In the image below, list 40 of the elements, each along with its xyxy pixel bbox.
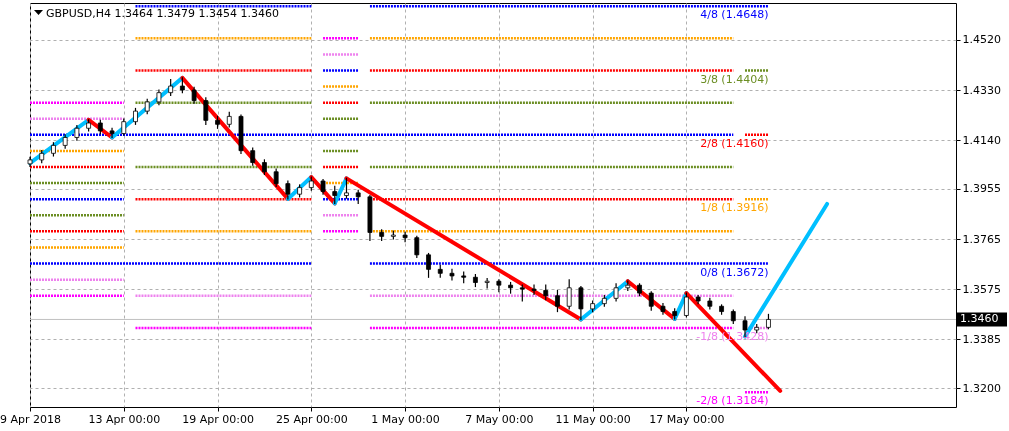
y-tick-label: 1.3765 xyxy=(962,232,1001,246)
candlestick xyxy=(496,279,502,293)
candlestick xyxy=(555,289,560,313)
y-tick-label: 1.3955 xyxy=(962,182,1001,196)
chart-title: GBPUSD,H4 1.3464 1.3479 1.3454 1.3460 xyxy=(46,7,279,20)
x-tick-label: 9 Apr 2018 xyxy=(0,412,62,426)
x-tick-label: 7 May 00:00 xyxy=(465,412,534,426)
x-tick-label: 19 Apr 00:00 xyxy=(182,412,254,426)
candlestick xyxy=(414,235,420,259)
candlestick xyxy=(109,127,115,139)
annotation: -2/8 (1.3184) xyxy=(696,394,769,407)
candlestick xyxy=(484,277,490,289)
x-tick-label: 13 Apr 00:00 xyxy=(88,412,161,426)
candlestick xyxy=(660,303,666,315)
x-tick-label: 1 May 00:00 xyxy=(371,412,440,426)
candlestick xyxy=(684,292,689,318)
candlestick xyxy=(566,279,572,310)
x-tick-label: 11 May 00:00 xyxy=(555,412,631,426)
annotation: 4/8 (1.4648) xyxy=(700,8,769,22)
candlestick xyxy=(344,177,349,199)
candlestick xyxy=(449,268,455,281)
candlestick xyxy=(578,285,584,321)
y-tick-label: 1.4520 xyxy=(962,33,1001,47)
candlestick xyxy=(531,284,537,295)
ref-line-label: 1.3460 xyxy=(960,312,999,326)
candlestick xyxy=(426,252,431,278)
annotation: 3/8 (1.4404) xyxy=(700,72,769,86)
y-tick-label: 1.4330 xyxy=(962,83,1001,97)
y-tick-label: 1.3575 xyxy=(962,282,1001,296)
y-tick-label: 1.3200 xyxy=(962,381,1001,395)
x-tick-label: 25 Apr 00:00 xyxy=(275,412,348,426)
candlestick xyxy=(203,97,209,125)
annotation: 2/8 (1.4160) xyxy=(700,136,769,150)
candlestick xyxy=(648,291,654,311)
x-tick-label: 17 May 00:00 xyxy=(649,412,725,426)
y-tick-label: 1.4140 xyxy=(962,133,1001,147)
candlestick xyxy=(402,231,408,243)
y-tick-label: 1.3385 xyxy=(962,332,1001,346)
annotation: 1/8 (1.3916) xyxy=(700,201,769,215)
annotation: 0/8 (1.3672) xyxy=(700,265,769,279)
